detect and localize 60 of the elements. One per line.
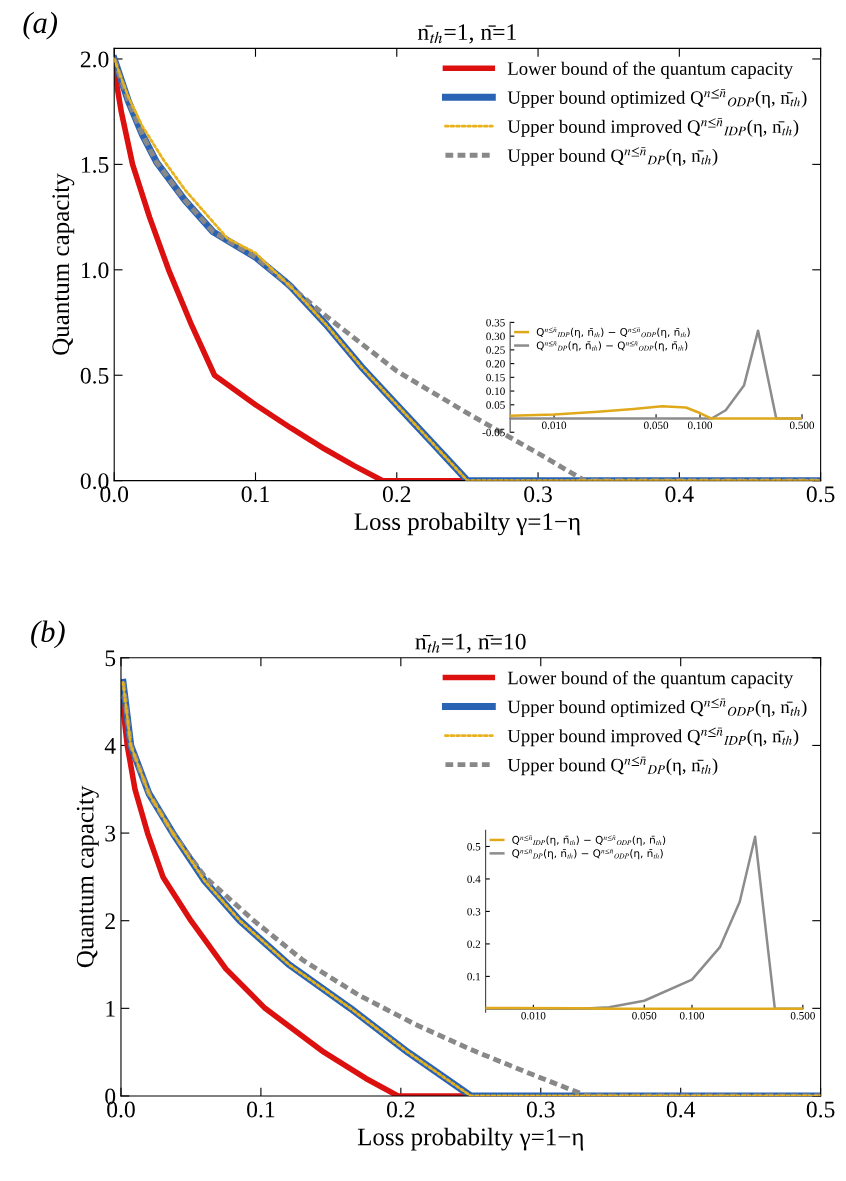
y-tick-label: 0.35 [486, 318, 505, 327]
y-tick-label: 0.4 [467, 875, 481, 883]
y-tick-label: 0.05 [486, 401, 505, 409]
chart-title: n̄$_{th}$=1, n̄=1 [417, 24, 516, 44]
y-tick-label: 0.15 [486, 373, 505, 382]
y-tick-label: 1 [106, 1000, 115, 1017]
text: Q$^{n≤n̄}$$_{IDP}$(η, n̄$_{th}$) − Q$^{n≤n̄}$$_{ODP}$(η, n̄$_{th}$) [536, 327, 690, 338]
text: Q$^{n≤n̄}$$_{DP}$(η, n̄$_{th}$) − Q$^{n≤n̄}$$_{ODP}$(η, n̄$_{th}$) [512, 848, 663, 860]
legend-label: Upper bound improved Q$^{n≤n̄}$$_{IDP}$(η, n̄$_{th}$) [507, 727, 799, 747]
y-tick-label: 0.2 [467, 940, 481, 948]
y-tick-label: 0.10 [486, 387, 505, 396]
y-tick-label: 0.30 [486, 332, 505, 341]
text: (a) [23, 11, 58, 40]
legend-label: Upper bound Q$^{n≤n̄}$$_{DP}$(η, n̄$_{th}$) [507, 756, 718, 776]
x-tick-label: 0.5 [806, 1101, 835, 1118]
y-tick-label: 0.1 [467, 972, 481, 981]
chart-title: n̄$_{th}$=1, n̄=10 [415, 633, 526, 653]
x-tick-label: 0.500 [790, 1011, 815, 1020]
legend-label: Upper bound optimized Q$^{n≤n̄}$$_{ODP}$(η, n̄$_{th}$) [507, 698, 807, 718]
x-axis-title: Loss probabilty γ=1−η [357, 1127, 584, 1151]
y-tick-label: -0.05 [482, 428, 505, 437]
legend-label: Lower bound of the quantum capacity [507, 61, 794, 79]
y-axis-title: Quantum capacity [52, 173, 75, 355]
x-tick-label: 0.1 [241, 486, 269, 503]
x-axis-title: Loss probabilty γ=1−η [354, 512, 580, 536]
x-tick-label: 0.1 [247, 1101, 275, 1118]
y-tick-label: 3 [105, 825, 116, 842]
y-tick-label: 2 [105, 913, 115, 929]
legend-label: Lower bound of the quantum capacity [507, 670, 794, 689]
y-tick-label: 1.5 [81, 156, 109, 173]
x-tick-label: 0.500 [789, 421, 815, 430]
y-tick-label: 0.5 [467, 842, 481, 851]
y-axis-title: Quantum capacity [76, 785, 99, 968]
y-tick-label: 0.20 [486, 360, 505, 368]
text: Q$^{n≤n̄}$$_{IDP}$(η, n̄$_{th}$) − Q$^{n≤n̄}$$_{ODP}$(η, n̄$_{th}$) [512, 835, 666, 846]
text: Q$^{n≤n̄}$$_{DP}$(η, n̄$_{th}$) − Q$^{n≤n̄}$$_{ODP}$(η, n̄$_{th}$) [536, 341, 688, 352]
x-tick-label: 0.4 [666, 1101, 696, 1118]
y-tick-label: 0.5 [80, 367, 109, 384]
y-tick-label: 0.25 [486, 346, 505, 354]
x-tick-label: 0.050 [644, 421, 669, 430]
y-tick-label: 0.3 [467, 907, 481, 916]
text: (b) [31, 620, 65, 649]
x-tick-label: 0.050 [632, 1011, 657, 1020]
x-tick-label: 0.2 [382, 486, 411, 503]
legend-label: Upper bound improved Q$^{n≤n̄}$$_{IDP}$(η, n̄$_{th}$) [507, 118, 799, 137]
x-tick-label: 0.3 [524, 486, 552, 503]
x-tick-label: 0.100 [679, 1011, 705, 1020]
x-tick-label: 0.4 [665, 486, 694, 503]
x-tick-label: 0.5 [806, 486, 835, 503]
legend-label: Upper bound optimized Q$^{n≤n̄}$$_{ODP}$(η, n̄$_{th}$) [507, 89, 807, 108]
y-tick-label: 4 [104, 738, 116, 754]
x-tick-label: 0.2 [386, 1101, 415, 1118]
x-tick-label: 0.010 [541, 421, 567, 430]
y-tick-label: 1.0 [81, 262, 109, 279]
y-tick-label: 5 [105, 650, 116, 667]
x-tick-label: 0.010 [521, 1011, 546, 1020]
x-tick-label: 0.3 [526, 1101, 555, 1118]
legend-label: Upper bound Q$^{n≤n̄}$$_{DP}$(η, n̄$_{th}$) [507, 147, 718, 166]
y-tick-label: 2.0 [80, 51, 109, 68]
x-tick-label: 0.100 [687, 421, 713, 430]
